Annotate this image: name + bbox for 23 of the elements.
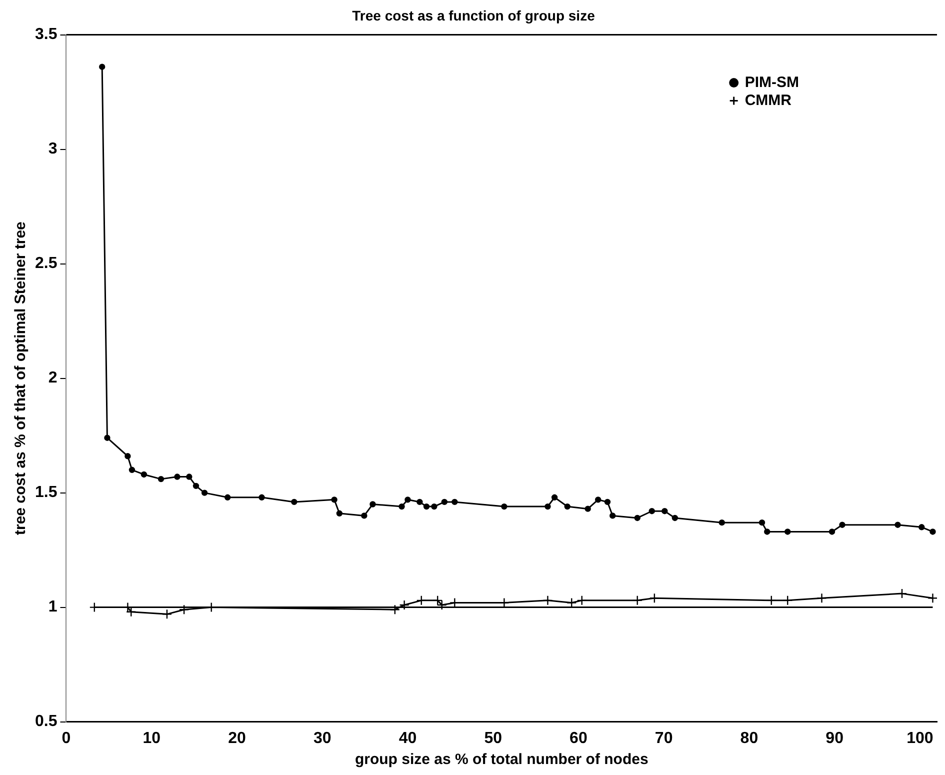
y-tick-label: 3 (48, 140, 58, 158)
y-tick-label: 0.5 (34, 713, 58, 730)
x-tick-label: 20 (228, 730, 246, 747)
y-axis-title: tree cost as % of that of optimal Steiner tree (12, 222, 30, 536)
x-tick-label: 10 (142, 730, 161, 747)
y-tick-label: 1.5 (34, 484, 58, 502)
y-tick-label: 2 (48, 370, 58, 387)
chart-title: Tree cost as a function of group size (352, 7, 596, 24)
legend-label: CMMR (744, 92, 792, 109)
x-tick-label: 60 (570, 730, 588, 747)
y-tick-label: 3.5 (34, 26, 58, 44)
x-tick-label: 90 (826, 730, 844, 747)
x-tick-label: 30 (313, 730, 332, 747)
x-tick-label: 40 (398, 730, 417, 747)
x-tick-label: 70 (654, 730, 673, 747)
legend-label: PIM-SM (744, 74, 800, 91)
y-tick-label: 1 (48, 598, 58, 616)
x-tick-label: 80 (740, 730, 758, 747)
x-axis-title: group size as % of total number of nodes (354, 751, 648, 768)
x-tick-label: 100 (906, 730, 934, 747)
x-tick-label: 50 (484, 730, 502, 747)
x-tick-label: 0 (62, 730, 71, 747)
y-tick-label: 2.5 (34, 255, 58, 272)
